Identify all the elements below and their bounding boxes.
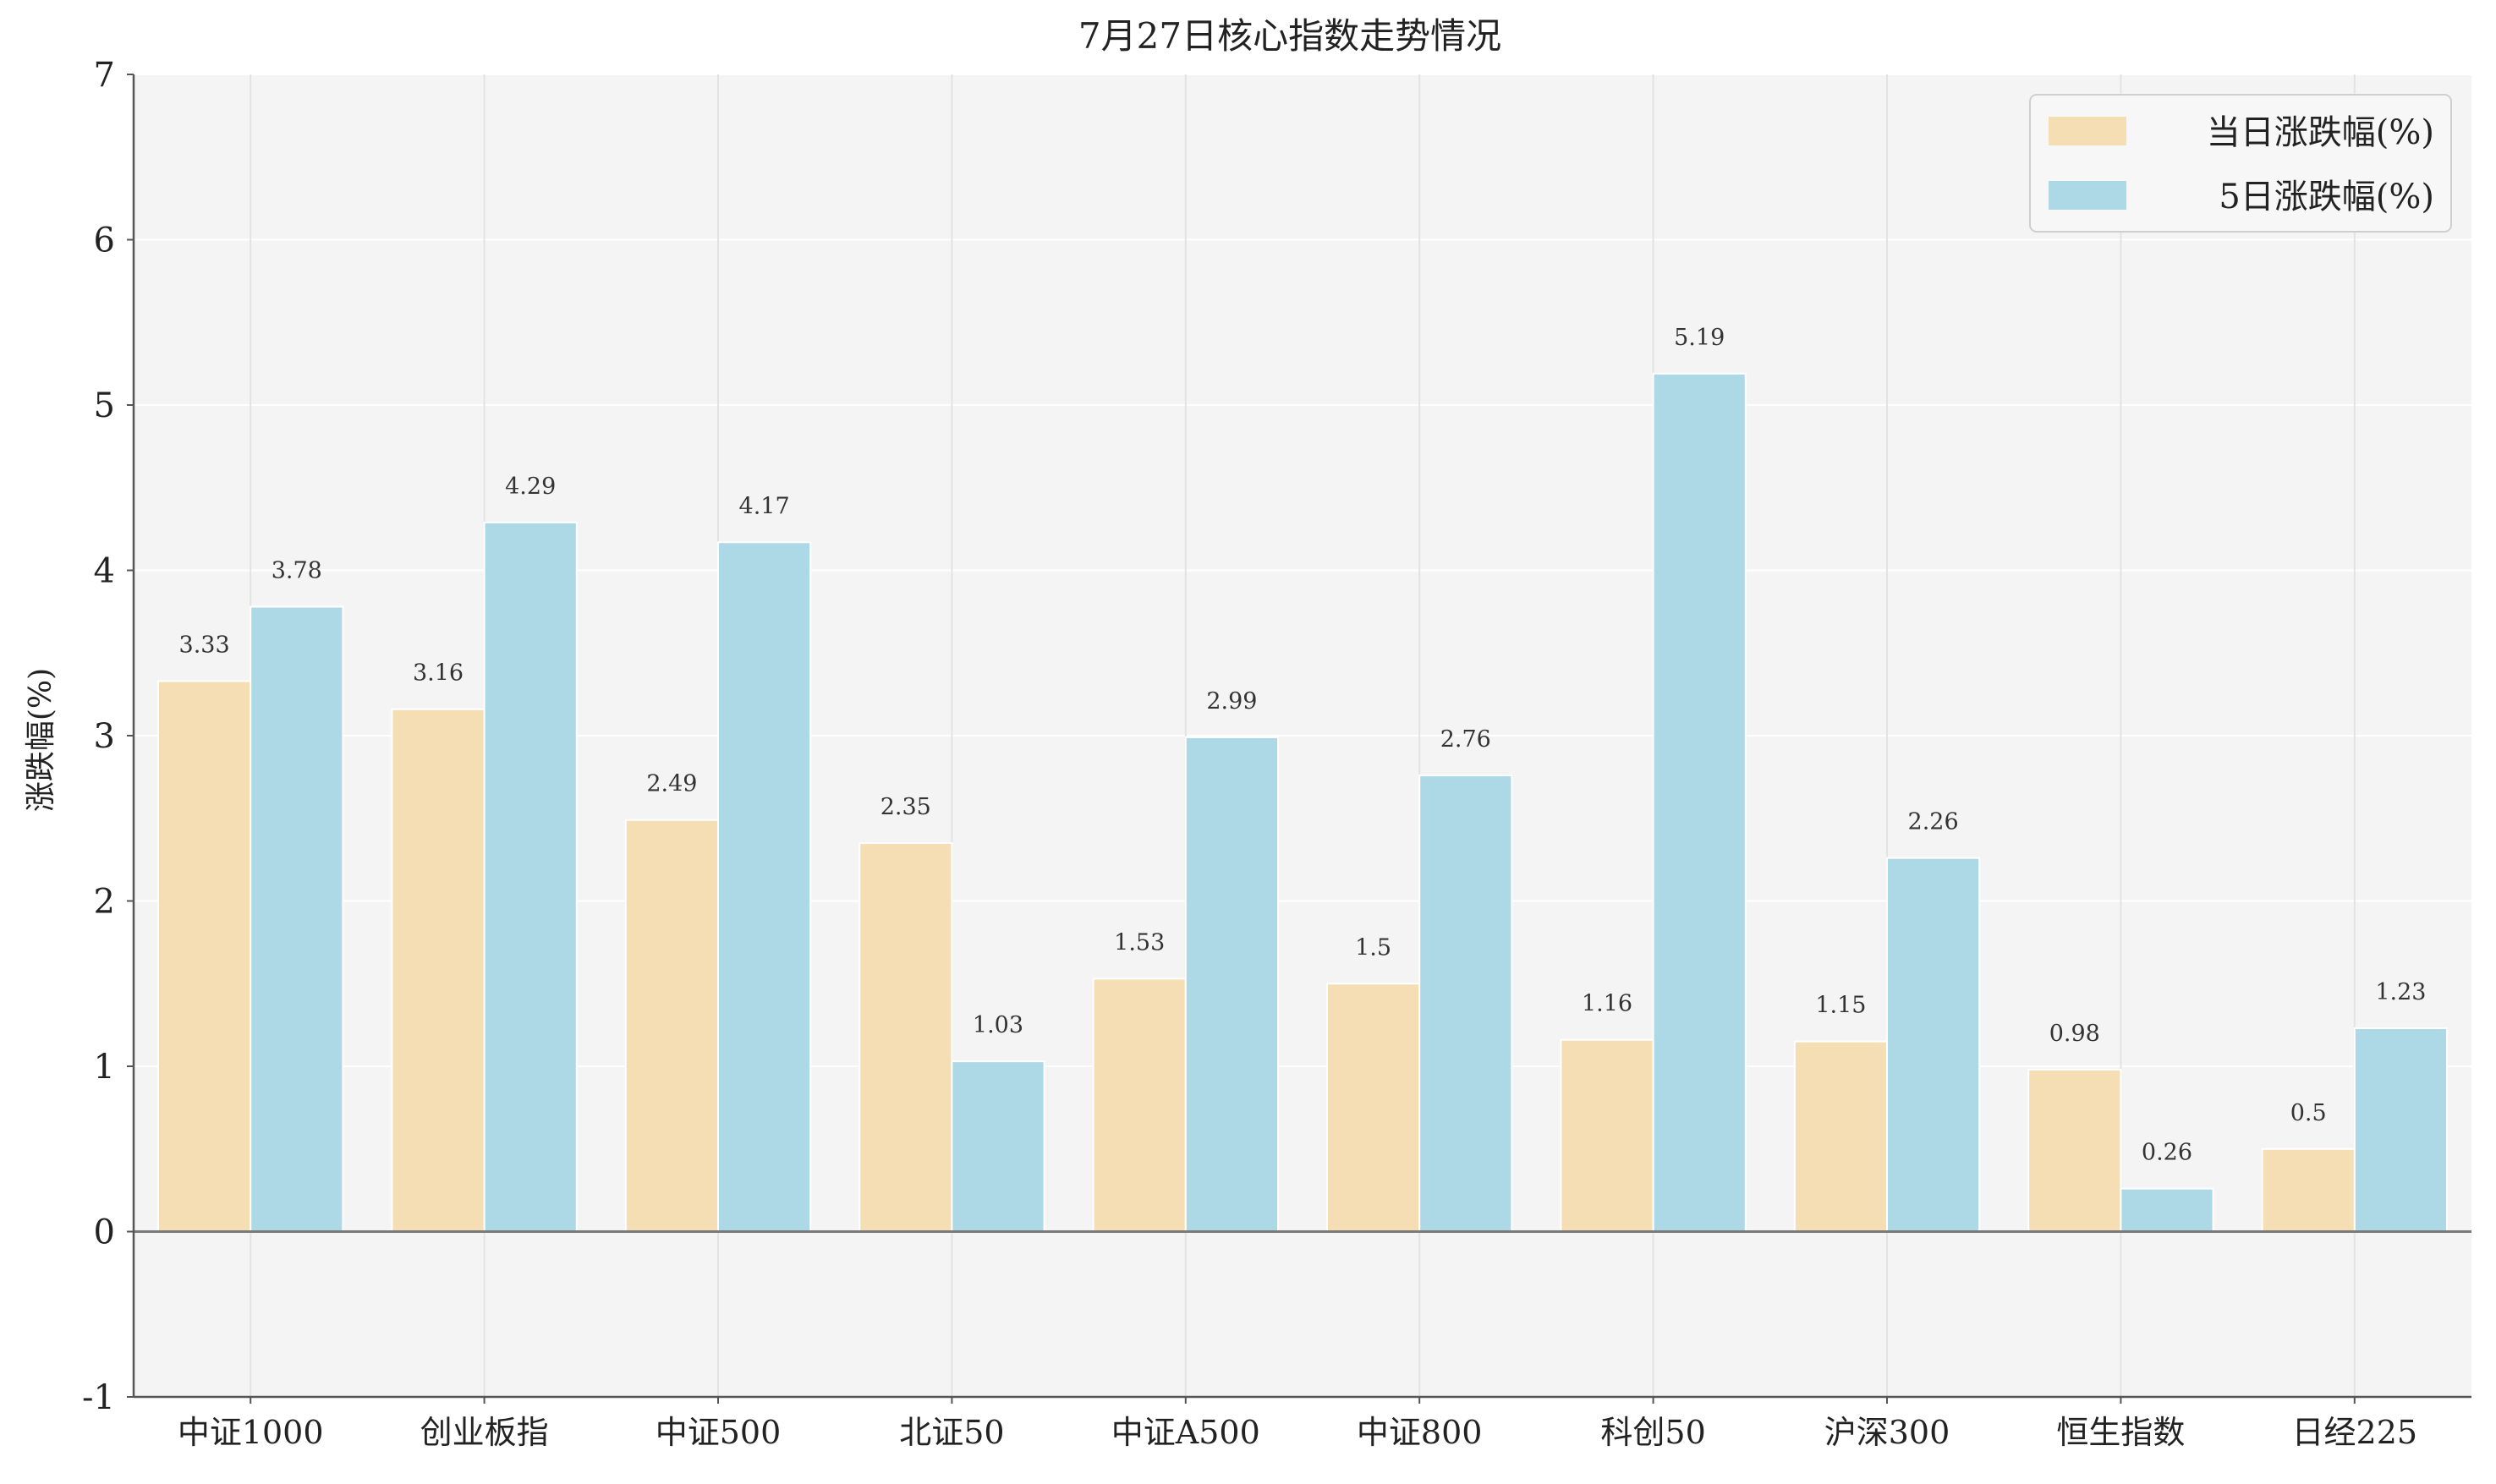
data-label: 4.17: [739, 493, 790, 519]
bar: [157, 680, 252, 1233]
x-tick-label: 科创50: [1600, 1414, 1705, 1451]
bar: [624, 819, 720, 1233]
data-label: 2.76: [1440, 726, 1491, 753]
bar: [2027, 1068, 2122, 1233]
bar: [250, 605, 344, 1233]
data-label: 5.19: [1674, 325, 1725, 351]
legend-swatch: [2049, 181, 2126, 210]
bar: [1184, 736, 1279, 1233]
x-tick-label: 恒生指数: [2056, 1414, 2185, 1451]
legend-swatch: [2049, 117, 2126, 145]
data-label: 2.99: [1206, 688, 1257, 715]
x-tick-label: 北证50: [899, 1414, 1004, 1451]
x-tick-label: 中证1000: [178, 1414, 324, 1451]
data-label: 4.29: [505, 474, 556, 500]
bar: [1560, 1038, 1654, 1233]
x-tick-label: 中证800: [1357, 1414, 1483, 1451]
x-tick-label: 沪深300: [1824, 1414, 1950, 1451]
y-tick-label: 6: [94, 222, 115, 260]
bar: [951, 1060, 1045, 1233]
y-tick-label: -1: [82, 1378, 115, 1417]
data-label: 1.15: [1815, 993, 1866, 1019]
data-label: 3.16: [413, 660, 464, 687]
data-label: 1.16: [1582, 991, 1632, 1017]
chart-title: 7月27日核心指数走势情况: [1078, 15, 1501, 57]
bar: [1418, 774, 1513, 1233]
y-tick-label: 7: [94, 56, 115, 95]
bar: [1652, 372, 1747, 1233]
data-label: 1.23: [2375, 979, 2426, 1005]
bar: [717, 541, 812, 1233]
y-tick-label: 5: [94, 386, 115, 425]
data-label: 1.53: [1114, 929, 1165, 956]
y-tick-label: 1: [94, 1048, 115, 1087]
data-label: 2.26: [1908, 809, 1959, 835]
x-tick-label: 中证500: [656, 1414, 782, 1451]
x-tick-label: 日经225: [2292, 1414, 2418, 1451]
y-tick-label: 4: [94, 552, 115, 591]
bar: [483, 521, 578, 1233]
data-label: 2.35: [880, 794, 931, 820]
bar: [2261, 1147, 2356, 1233]
bar: [1793, 1040, 1889, 1233]
data-label: 0.98: [2049, 1021, 2100, 1047]
data-label: 3.78: [272, 558, 322, 584]
legend-box: [2029, 94, 2452, 233]
bar: [2353, 1027, 2448, 1233]
legend-label: 5日涨跌幅(%): [2219, 178, 2434, 216]
bar: [1886, 857, 1981, 1233]
bar: [391, 708, 485, 1233]
legend-label: 当日涨跌幅(%): [2207, 113, 2434, 152]
bar: [1326, 983, 1421, 1233]
y-tick-label: 3: [94, 717, 115, 756]
data-label: 0.26: [2142, 1140, 2192, 1166]
bar: [859, 842, 953, 1233]
y-axis-label: 涨跌幅(%): [24, 668, 58, 812]
data-label: 2.49: [646, 771, 697, 797]
data-label: 1.5: [1355, 934, 1391, 961]
x-tick-label: 中证A500: [1111, 1414, 1260, 1451]
data-label: 0.5: [2290, 1100, 2327, 1126]
legend: 当日涨跌幅(%) 5日涨跌幅(%): [2029, 94, 2452, 233]
y-tick-label: 2: [94, 883, 115, 922]
data-label: 1.03: [973, 1012, 1023, 1038]
y-tick-label: 0: [94, 1213, 115, 1252]
bar: [2120, 1187, 2214, 1233]
bar: [1092, 977, 1187, 1233]
plot-area: 3.33 3.16 2.49 2.35 1.53 1.5 1.16 1.15 0.98 0.5 3.…: [82, 56, 2471, 1451]
x-tick-label: 创业板指: [420, 1414, 549, 1451]
data-label: 3.33: [179, 632, 230, 658]
